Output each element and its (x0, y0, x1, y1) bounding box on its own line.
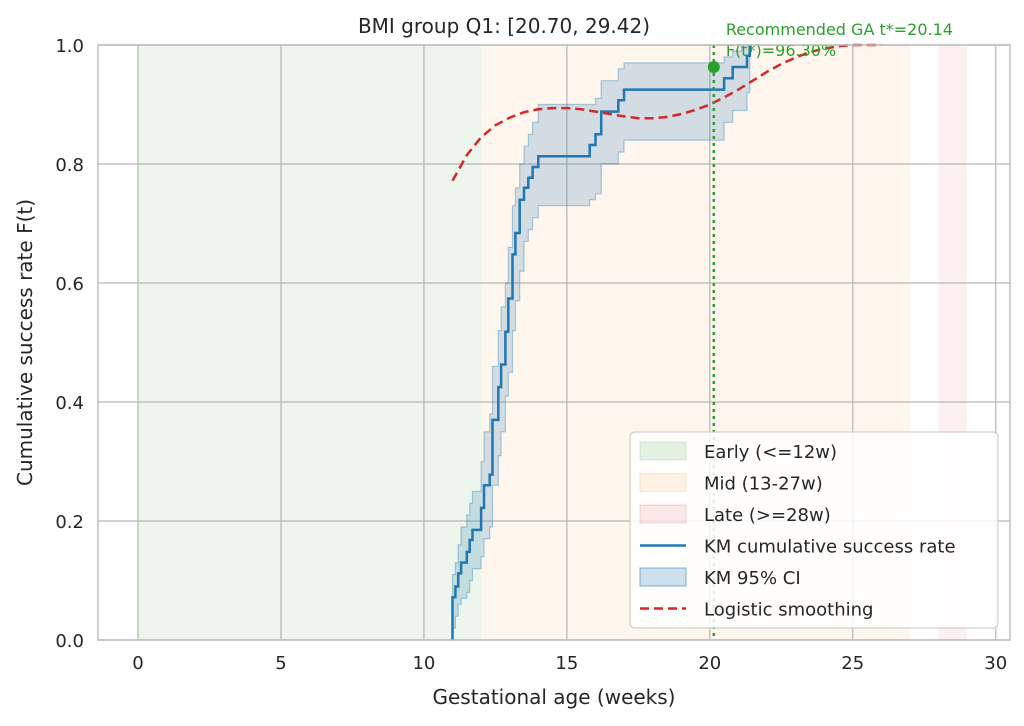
x-axis-label: Gestational age (weeks) (433, 685, 676, 709)
legend-mid-swatch (639, 472, 687, 493)
axis-ticks: 0 5 10 15 20 25 30 0.0 0.2 0.4 0.6 0.8 1.0 (55, 36, 1007, 674)
legend-km: KM cumulative success rate (640, 537, 956, 558)
legend-km-label: KM cumulative success rate (704, 537, 956, 558)
legend-late-label: Late (>=28w) (704, 505, 831, 526)
legend-early-label: Early (<=12w) (704, 442, 837, 463)
band-early (138, 45, 482, 640)
recommendation-value-label: F(t*)=96.30% (726, 41, 836, 60)
km-line (451, 45, 752, 640)
legend-late: Late (>=28w) (639, 504, 831, 526)
x-tick-label: 20 (698, 653, 721, 674)
x-tick-label: 5 (275, 653, 286, 674)
logistic-line (451, 43, 882, 182)
legend: Early (<=12w) Mid (13-27w) Late (>=28w) KM … (629, 431, 999, 629)
legend-ci-swatch (639, 567, 687, 587)
legend-box (629, 431, 999, 629)
x-tick-label: 30 (984, 653, 1007, 674)
y-tick-label: 0.4 (55, 393, 84, 414)
legend-mid-label: Mid (13-27w) (704, 474, 823, 495)
legend-late-swatch (639, 504, 687, 524)
recommendation-point (707, 61, 720, 74)
legend-ci-label: KM 95% CI (704, 568, 801, 589)
recommendation-label: Recommended GA t*=20.14 (726, 20, 953, 39)
legend-logistic-label: Logistic smoothing (704, 600, 873, 621)
x-tick-label: 15 (555, 653, 578, 674)
legend-ci: KM 95% CI (639, 567, 801, 589)
x-tick-label: 25 (841, 653, 864, 674)
x-tick-label: 0 (132, 653, 143, 674)
ci-layer (451, 44, 751, 640)
plot-frame (97, 44, 1011, 641)
y-tick-label: 0.2 (55, 512, 84, 533)
x-tick-label: 10 (412, 653, 435, 674)
chart-title: BMI group Q1: [20.70, 29.42) (358, 14, 650, 38)
km-layer (451, 45, 752, 640)
logistic-layer (451, 43, 882, 182)
y-tick-label: 0.6 (55, 274, 84, 295)
legend-logistic: Logistic smoothing (640, 600, 873, 621)
y-tick-label: 1.0 (55, 36, 84, 57)
km-ci-band (451, 44, 751, 640)
legend-early-swatch (639, 441, 687, 461)
y-tick-label: 0.8 (55, 155, 84, 176)
legend-early: Early (<=12w) (639, 441, 837, 463)
y-tick-label: 0.0 (55, 631, 84, 652)
legend-mid: Mid (13-27w) (639, 472, 823, 495)
y-axis-label: Cumulative success rate F(t) (13, 199, 37, 486)
